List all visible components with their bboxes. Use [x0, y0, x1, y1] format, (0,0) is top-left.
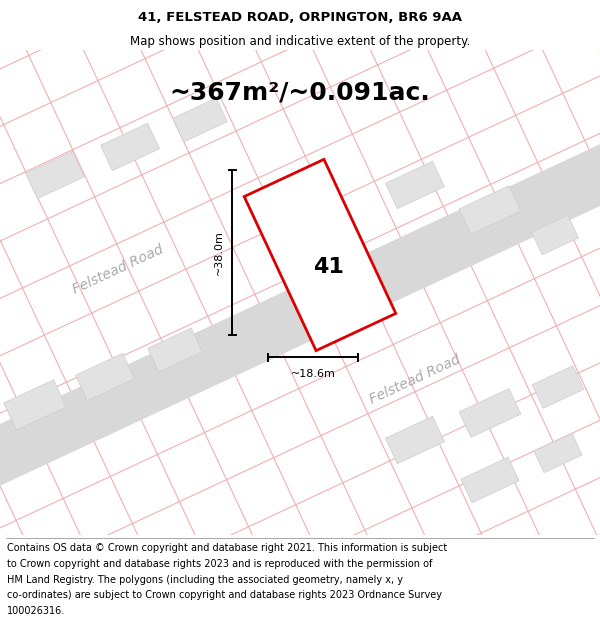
Polygon shape [461, 458, 519, 503]
Text: Felstead Road: Felstead Road [70, 243, 166, 297]
Polygon shape [173, 98, 227, 142]
Polygon shape [101, 123, 160, 171]
Polygon shape [459, 186, 521, 234]
Polygon shape [76, 353, 134, 401]
Polygon shape [386, 416, 445, 464]
Text: 41: 41 [313, 257, 343, 277]
Text: HM Land Registry. The polygons (including the associated geometry, namely x, y: HM Land Registry. The polygons (includin… [7, 574, 403, 584]
Polygon shape [26, 151, 85, 199]
Polygon shape [244, 159, 396, 351]
Text: 41, FELSTEAD ROAD, ORPINGTON, BR6 9AA: 41, FELSTEAD ROAD, ORPINGTON, BR6 9AA [138, 11, 462, 24]
Text: to Crown copyright and database rights 2023 and is reproduced with the permissio: to Crown copyright and database rights 2… [7, 559, 433, 569]
Polygon shape [532, 366, 584, 408]
Text: co-ordinates) are subject to Crown copyright and database rights 2023 Ordnance S: co-ordinates) are subject to Crown copyr… [7, 591, 442, 601]
Text: ~38.0m: ~38.0m [214, 230, 224, 275]
Polygon shape [386, 161, 445, 209]
Text: Contains OS data © Crown copyright and database right 2021. This information is : Contains OS data © Crown copyright and d… [7, 543, 448, 553]
Polygon shape [534, 433, 582, 472]
Text: ~367m²/~0.091ac.: ~367m²/~0.091ac. [170, 80, 430, 104]
Polygon shape [459, 389, 521, 438]
Polygon shape [532, 215, 578, 255]
Text: 100026316.: 100026316. [7, 606, 65, 616]
Text: ~18.6m: ~18.6m [290, 369, 335, 379]
Polygon shape [148, 328, 202, 372]
Text: Map shows position and indicative extent of the property.: Map shows position and indicative extent… [130, 35, 470, 48]
Text: Felstead Road: Felstead Road [367, 353, 463, 407]
Polygon shape [4, 380, 66, 430]
